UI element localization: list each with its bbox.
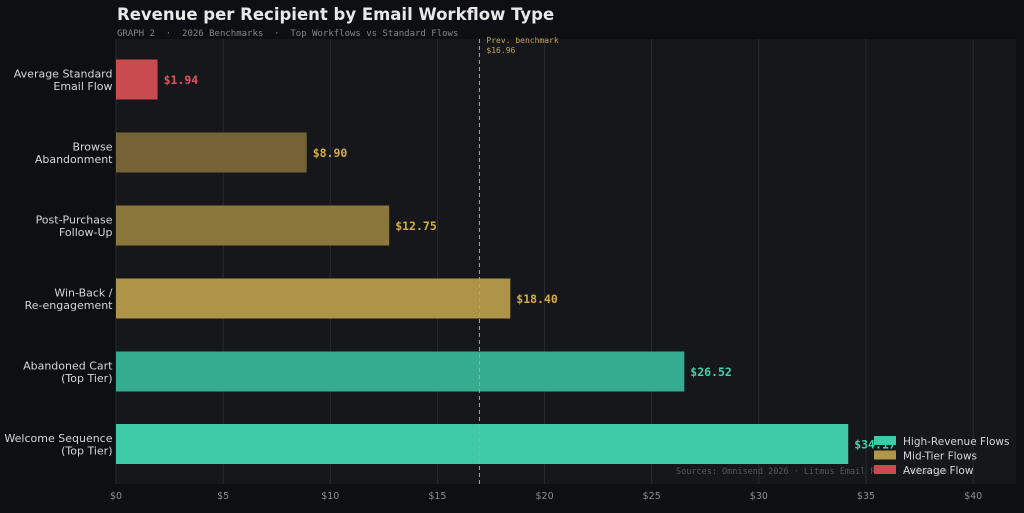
- category-label: Abandoned Cart (Top Tier): [23, 360, 113, 386]
- x-tick-label: $5: [217, 491, 229, 502]
- x-tick-label: $0: [110, 491, 122, 502]
- x-tick-label: $10: [321, 491, 339, 502]
- source-note: Sources: Omnisend 2026 · Litmus Email Re…: [676, 467, 947, 477]
- legend-label: Mid-Tier Flows: [903, 451, 977, 463]
- bar: [116, 424, 849, 464]
- bars: $1.94$8.90$12.75$18.40$26.52$34.17: [116, 59, 896, 464]
- x-tick-label: $35: [857, 491, 875, 502]
- legend-swatch: [874, 465, 896, 474]
- legend-swatch: [874, 450, 896, 460]
- legend-label: High-Revenue Flows: [903, 436, 1009, 448]
- bar-value-label: $26.52: [690, 365, 732, 379]
- chart-subtitle: GRAPH 2 · 2026 Benchmarks · Top Workflow…: [117, 29, 458, 39]
- category-label: Browse Abandonment: [35, 141, 113, 167]
- bar-value-label: $12.75: [395, 219, 437, 233]
- category-labels: Average Standard Email Flow Browse Abandonm…: [4, 68, 113, 458]
- category-label: Win-Back / Re-engagement: [25, 287, 114, 313]
- category-label: Average Standard Email Flow: [14, 68, 113, 94]
- x-tick-label: $40: [964, 491, 982, 502]
- legend-swatch: [874, 436, 896, 445]
- category-label: Post-Purchase Follow-Up: [36, 214, 113, 240]
- bar: [116, 132, 307, 173]
- reference-line-group: Prev. benchmark$16.96: [478, 36, 559, 484]
- bar-value-label: $1.94: [164, 73, 199, 87]
- grid: [115, 39, 974, 484]
- x-tick-label: $20: [536, 491, 554, 502]
- x-tick-label: $15: [428, 491, 446, 502]
- plot-area: [116, 39, 1016, 484]
- bar-value-label: $8.90: [313, 146, 348, 160]
- bar: [116, 351, 685, 392]
- bar: [116, 59, 158, 100]
- x-tick-label: $25: [643, 491, 661, 502]
- legend: High-Revenue Flows Mid-Tier Flows Average …: [874, 436, 1009, 477]
- reference-line-value: $16.96: [486, 46, 515, 55]
- bar: [116, 205, 390, 246]
- x-axis-ticks: $0 $5 $10 $15 $20 $25 $30 $35 $40: [110, 491, 982, 502]
- legend-label: Average Flow: [903, 465, 974, 477]
- chart-title: Revenue per Recipient by Email Workflow …: [117, 5, 554, 24]
- reference-line-label: Prev. benchmark: [486, 36, 558, 45]
- bar-value-label: $18.40: [516, 292, 558, 306]
- bar: [116, 278, 511, 319]
- x-tick-label: $30: [750, 491, 768, 502]
- category-label: Welcome Sequence (Top Tier): [4, 432, 112, 458]
